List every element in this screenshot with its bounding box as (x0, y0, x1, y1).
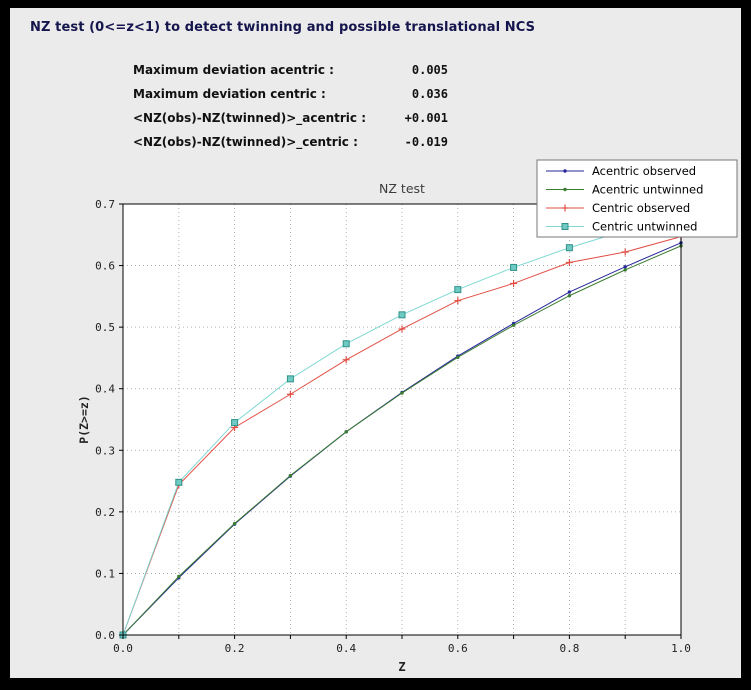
stat-value-max-dev-centric: 0.036 (411, 87, 448, 101)
legend-label: Acentric untwinned (592, 183, 703, 197)
tick-labels: 0.0 0.2 0.4 0.6 0.8 1.0 0.0 0.1 0.2 0.3 0.4 0.5 0.6 0… (95, 198, 691, 655)
nz-test-panel: NZ test (0<=z<1) to detect twinning and … (10, 8, 741, 678)
tick-marks (119, 203, 682, 639)
page-title: NZ test (0<=z<1) to detect twinning and … (30, 20, 536, 35)
stat-value-nz-diff-centric: -0.019 (404, 135, 448, 149)
svg-text:0.6: 0.6 (448, 642, 468, 655)
svg-text:0.2: 0.2 (95, 506, 115, 519)
stat-value-nz-diff-acentric: +0.001 (404, 111, 448, 125)
chart-title: NZ test (379, 181, 425, 196)
nz-test-chart: 0.0 0.2 0.4 0.6 0.8 1.0 0.0 0.1 0.2 0.3 0.4 0.5 0.6 0… (77, 159, 738, 674)
stat-label-nz-diff-centric: <NZ(obs)-NZ(twinned)>_centric : (133, 135, 358, 149)
stat-label-nz-diff-acentric: <NZ(obs)-NZ(twinned)>_acentric : (133, 111, 366, 125)
svg-text:0.4: 0.4 (95, 383, 115, 396)
svg-text:0.7: 0.7 (95, 198, 115, 211)
stat-row: <NZ(obs)-NZ(twinned)>_acentric : +0.001 (133, 106, 448, 130)
svg-text:0.0: 0.0 (95, 629, 115, 642)
svg-text:1.0: 1.0 (671, 642, 691, 655)
legend-label: Centric observed (592, 201, 690, 215)
stats-block: Maximum deviation acentric : 0.005 Maximu… (133, 58, 448, 154)
plot-area (123, 204, 681, 635)
stat-row: Maximum deviation centric : 0.036 (133, 82, 448, 106)
svg-text:0.3: 0.3 (95, 444, 115, 457)
stat-row: Maximum deviation acentric : 0.005 (133, 58, 448, 82)
svg-text:0.4: 0.4 (336, 642, 356, 655)
x-axis-label: Z (398, 660, 405, 674)
svg-text:0.0: 0.0 (113, 642, 133, 655)
legend-item-acentric-untwinned: Acentric untwinned (546, 183, 703, 197)
legend-item-centric-observed: Centric observed (546, 201, 690, 215)
legend: Acentric observed Acentric untwinned Centr… (536, 159, 738, 238)
svg-text:0.5: 0.5 (95, 321, 115, 334)
stat-row: <NZ(obs)-NZ(twinned)>_centric : -0.019 (133, 130, 448, 154)
svg-text:0.1: 0.1 (95, 567, 115, 580)
stat-label-max-dev-centric: Maximum deviation centric : (133, 87, 326, 101)
legend-item-acentric-observed: Acentric observed (546, 164, 696, 178)
svg-text:0.2: 0.2 (225, 642, 245, 655)
grid (123, 204, 681, 635)
stat-value-max-dev-acentric: 0.005 (411, 63, 448, 77)
legend-label: Centric untwinned (592, 220, 697, 234)
stat-label-max-dev-acentric: Maximum deviation acentric : (133, 63, 334, 77)
legend-item-centric-untwinned: Centric untwinned (546, 220, 697, 234)
y-axis-label: P(Z>=z) (77, 395, 91, 443)
svg-text:0.8: 0.8 (559, 642, 579, 655)
legend-label: Acentric observed (592, 164, 696, 178)
svg-text:0.6: 0.6 (95, 260, 115, 273)
